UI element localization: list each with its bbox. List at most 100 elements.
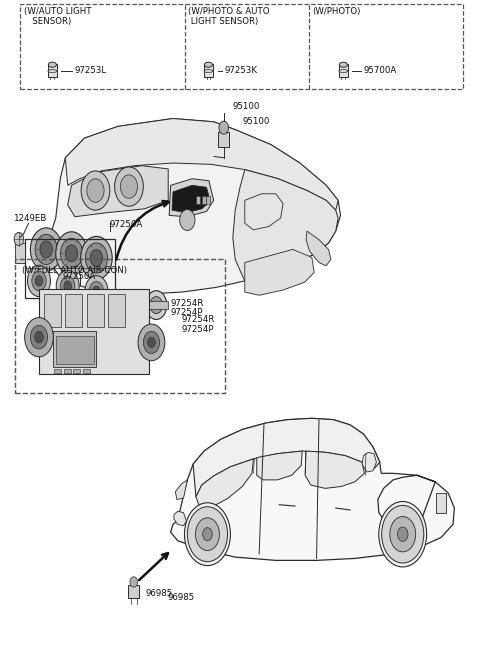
Polygon shape xyxy=(65,119,338,210)
Polygon shape xyxy=(172,185,210,213)
Bar xyxy=(196,195,200,203)
Circle shape xyxy=(35,276,43,286)
Bar xyxy=(48,64,57,77)
Polygon shape xyxy=(170,419,455,560)
Circle shape xyxy=(60,276,75,296)
Circle shape xyxy=(56,232,87,275)
Bar xyxy=(39,289,149,374)
Circle shape xyxy=(35,234,57,264)
Bar xyxy=(53,331,96,367)
Polygon shape xyxy=(362,453,376,472)
Bar xyxy=(339,64,348,77)
Circle shape xyxy=(56,270,79,302)
Bar xyxy=(83,369,90,373)
Circle shape xyxy=(195,518,219,550)
Circle shape xyxy=(180,209,195,230)
Circle shape xyxy=(14,232,24,245)
Polygon shape xyxy=(306,231,331,266)
Bar xyxy=(54,369,61,373)
Bar xyxy=(218,132,229,148)
Circle shape xyxy=(203,527,212,541)
Circle shape xyxy=(379,501,427,567)
Circle shape xyxy=(148,337,156,348)
Circle shape xyxy=(30,325,48,349)
Polygon shape xyxy=(257,451,302,480)
Bar xyxy=(144,301,168,309)
Bar xyxy=(64,369,71,373)
Text: 97253L: 97253L xyxy=(75,66,107,75)
Circle shape xyxy=(130,577,138,587)
Text: 97250A: 97250A xyxy=(110,220,143,229)
Circle shape xyxy=(81,171,110,210)
Circle shape xyxy=(32,271,46,291)
Circle shape xyxy=(87,178,104,202)
Circle shape xyxy=(40,241,52,258)
Bar xyxy=(44,294,60,327)
Circle shape xyxy=(120,174,138,198)
Circle shape xyxy=(27,265,50,297)
Text: 97253K: 97253K xyxy=(225,66,258,75)
Text: (W/AUTO LIGHT
   SENSOR): (W/AUTO LIGHT SENSOR) xyxy=(24,7,91,26)
Polygon shape xyxy=(193,419,380,497)
Polygon shape xyxy=(175,480,187,499)
Circle shape xyxy=(24,318,53,357)
Ellipse shape xyxy=(48,70,57,72)
Circle shape xyxy=(85,243,108,273)
Polygon shape xyxy=(48,119,340,294)
Bar xyxy=(206,195,210,203)
Circle shape xyxy=(138,324,165,361)
Text: 1249EB: 1249EB xyxy=(12,213,46,222)
Text: 97254R: 97254R xyxy=(170,298,204,308)
Text: (W/PHOTO): (W/PHOTO) xyxy=(313,7,361,16)
Bar xyxy=(202,195,205,203)
Ellipse shape xyxy=(339,62,348,68)
Bar xyxy=(436,493,446,512)
Ellipse shape xyxy=(204,70,213,72)
Circle shape xyxy=(81,236,112,279)
Polygon shape xyxy=(68,166,168,216)
Circle shape xyxy=(150,297,162,314)
Text: 97254P: 97254P xyxy=(170,308,203,317)
Circle shape xyxy=(390,516,416,552)
Circle shape xyxy=(397,527,408,541)
Bar xyxy=(24,239,115,298)
Text: 95100: 95100 xyxy=(242,117,270,127)
Text: 97254R
97254P: 97254R 97254P xyxy=(181,315,215,335)
Bar xyxy=(108,294,125,327)
Bar xyxy=(15,243,24,262)
Text: (W/PHOTO & AUTO
 LIGHT SENSOR): (W/PHOTO & AUTO LIGHT SENSOR) xyxy=(188,7,270,26)
Circle shape xyxy=(115,167,144,206)
Text: 95100: 95100 xyxy=(232,102,260,111)
Circle shape xyxy=(35,331,43,343)
Bar xyxy=(87,294,104,327)
Bar xyxy=(65,294,82,327)
Text: 95700A: 95700A xyxy=(363,66,397,75)
Circle shape xyxy=(90,249,103,266)
Polygon shape xyxy=(169,178,214,216)
Circle shape xyxy=(146,291,167,319)
Bar xyxy=(73,369,80,373)
Circle shape xyxy=(187,506,228,562)
Bar xyxy=(56,336,94,364)
Circle shape xyxy=(30,228,62,271)
Circle shape xyxy=(64,281,72,291)
Polygon shape xyxy=(233,170,338,281)
Text: (W/FULL AUTO AIR-CON): (W/FULL AUTO AIR-CON) xyxy=(22,266,127,275)
Circle shape xyxy=(65,245,78,262)
Ellipse shape xyxy=(339,70,348,72)
Circle shape xyxy=(93,286,100,297)
Circle shape xyxy=(60,238,83,268)
Ellipse shape xyxy=(204,62,213,68)
Bar xyxy=(204,64,213,77)
Bar xyxy=(128,584,140,598)
Circle shape xyxy=(144,331,159,354)
Text: 97250A: 97250A xyxy=(63,272,96,281)
Circle shape xyxy=(89,281,104,301)
Circle shape xyxy=(85,276,108,307)
Circle shape xyxy=(184,502,230,565)
Circle shape xyxy=(219,121,228,134)
Polygon shape xyxy=(174,511,186,525)
Text: 96985: 96985 xyxy=(167,593,194,602)
Ellipse shape xyxy=(48,62,57,68)
Circle shape xyxy=(382,505,424,563)
